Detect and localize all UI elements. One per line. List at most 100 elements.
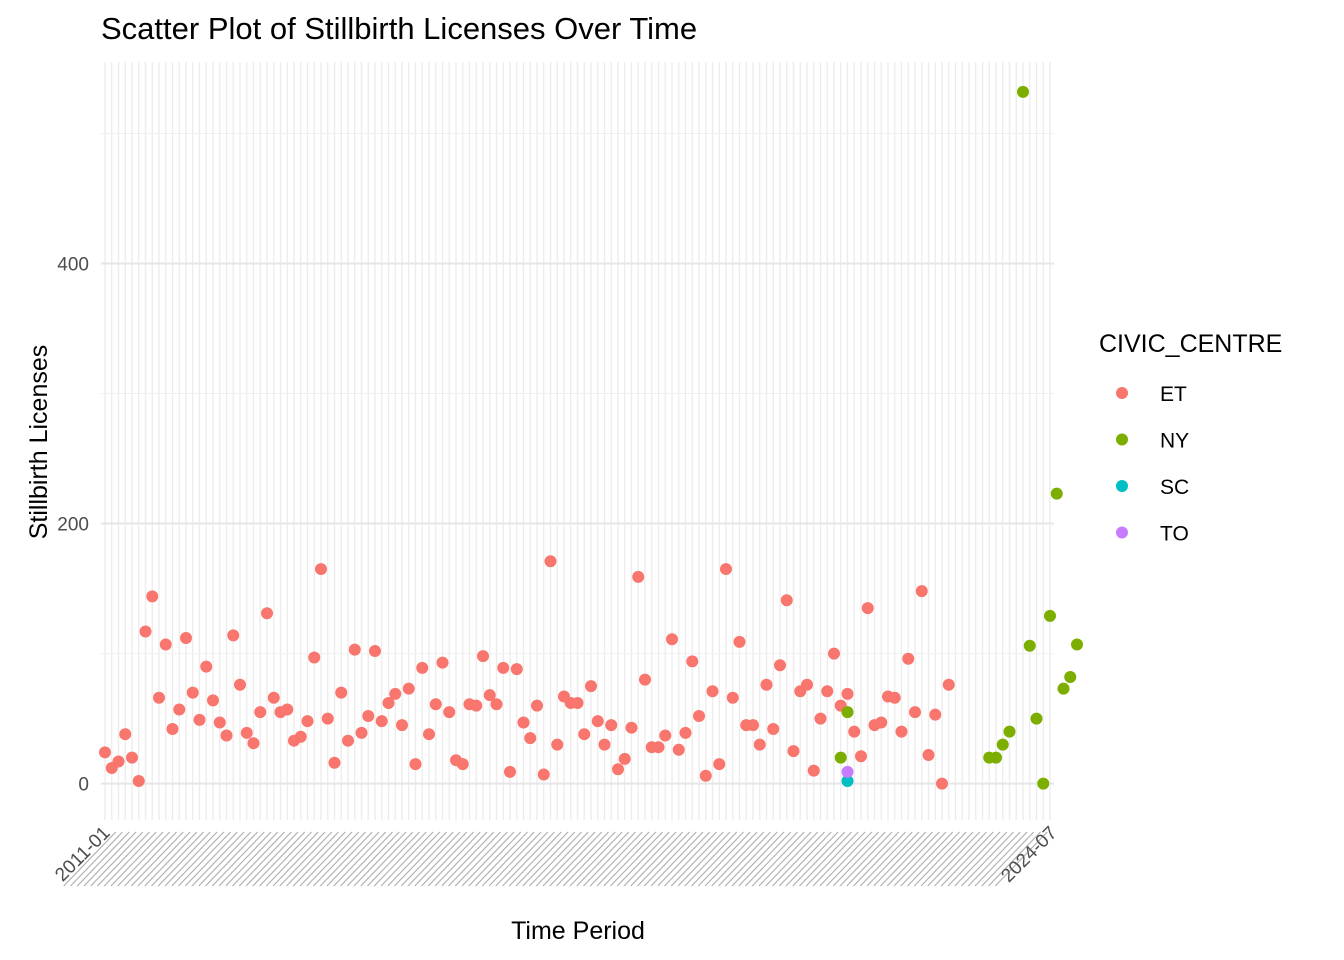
x-tick-label-mark — [981, 831, 1035, 887]
x-tick-label-mark — [630, 831, 684, 887]
data-point — [456, 758, 469, 771]
data-point — [780, 594, 793, 607]
data-point — [375, 715, 388, 728]
x-tick-label-mark — [866, 831, 920, 887]
y-tick-label: 400 — [57, 255, 89, 276]
x-tick-label-mark — [758, 831, 812, 887]
data-point — [429, 698, 442, 711]
x-tick-label-mark — [245, 831, 299, 887]
x-tick-label-mark — [819, 831, 873, 887]
x-tick-label-mark — [799, 831, 852, 887]
x-tick-label-mark — [319, 831, 373, 887]
data-point — [369, 644, 381, 657]
data-point — [132, 774, 145, 787]
data-point — [618, 752, 631, 765]
data-point — [787, 745, 800, 758]
x-tick-label-mark — [832, 831, 886, 887]
x-tick-label-mark — [488, 831, 542, 887]
x-tick-label-mark — [252, 831, 306, 887]
data-point — [308, 651, 321, 664]
data-point — [578, 728, 591, 741]
data-point — [915, 585, 928, 598]
x-tick-label-mark — [508, 831, 562, 887]
data-point — [713, 758, 726, 771]
data-point — [774, 659, 786, 672]
x-tick-label-mark — [603, 831, 657, 887]
data-point — [261, 607, 273, 620]
x-tick-label-mark — [279, 831, 333, 887]
data-point — [240, 726, 253, 739]
data-point — [801, 678, 813, 691]
data-point — [551, 738, 564, 751]
legend-label-et: ET — [1160, 383, 1187, 406]
data-point — [733, 635, 746, 648]
x-tick-label-mark — [353, 831, 407, 887]
data-point — [497, 661, 510, 674]
x-tick-label-mark — [583, 831, 636, 887]
data-point — [909, 706, 921, 719]
data-point — [612, 763, 624, 776]
x-tick-label-mark — [880, 831, 933, 887]
x-tick-label-mark — [448, 831, 501, 887]
x-tick-label-mark — [893, 831, 947, 887]
x-tick-label-mark — [164, 831, 218, 887]
x-tick-label-mark — [373, 831, 427, 887]
x-tick-label-mark — [616, 831, 670, 887]
data-point — [470, 699, 483, 712]
data-point — [166, 722, 179, 735]
x-tick-label-mark — [97, 831, 150, 887]
x-tick-label-mark — [697, 831, 751, 887]
x-tick-label-mark — [414, 831, 468, 887]
x-tick-label-mark — [691, 831, 744, 887]
x-tick-label-mark — [103, 831, 157, 887]
x-tick-label-mark — [76, 831, 130, 887]
x-tick-label-mark — [556, 831, 609, 887]
x-tick-label-mark — [805, 831, 859, 887]
data-point — [207, 694, 219, 707]
x-tick-label-mark — [562, 831, 616, 887]
x-tick-label-mark — [306, 831, 360, 887]
x-tick-label-mark — [434, 831, 488, 887]
x-tick-label-mark — [421, 831, 474, 887]
data-point — [517, 716, 530, 729]
x-tick-label-mark — [495, 831, 549, 887]
x-tick-label-mark — [178, 831, 231, 887]
x-tick-label-mark — [846, 831, 900, 887]
plot-grid — [101, 62, 1054, 820]
x-tick-label-mark — [211, 831, 265, 887]
x-tick-label-mark — [157, 831, 211, 887]
data-point — [1037, 777, 1050, 790]
data-point — [234, 678, 246, 691]
x-tick-label-mark — [346, 831, 400, 887]
legend-key-sc — [1116, 480, 1128, 492]
x-tick-label-mark — [947, 831, 1001, 887]
data-point — [1064, 670, 1077, 683]
x-axis-ticks: 2011-01 2024-07 — [51, 823, 1061, 887]
data-point — [652, 741, 665, 754]
x-tick-label-mark — [191, 831, 245, 887]
x-tick-label-mark — [360, 831, 414, 887]
data-point — [537, 768, 550, 781]
legend-label-sc: SC — [1160, 476, 1189, 499]
data-point — [841, 774, 854, 787]
x-tick-label-mark — [873, 831, 927, 887]
x-tick-label-mark — [90, 831, 144, 887]
x-tick-label-mark — [684, 831, 738, 887]
x-tick-label-mark — [724, 831, 778, 887]
legend-key-et — [1116, 387, 1128, 399]
data-point — [895, 725, 908, 738]
data-point — [254, 706, 267, 719]
data-point — [173, 703, 186, 716]
x-tick-label-mark — [326, 831, 380, 887]
x-tick-label-mark — [110, 831, 164, 887]
data-point — [362, 709, 375, 722]
x-tick-label-mark — [232, 831, 285, 887]
x-tick-label-mark — [184, 831, 238, 887]
series-to — [841, 765, 854, 778]
legend-label-to: TO — [1160, 523, 1189, 546]
data-point — [571, 696, 584, 709]
x-tick-label-mark — [333, 831, 387, 887]
x-tick-label-mark — [529, 831, 582, 887]
data-point — [760, 678, 773, 691]
data-point — [220, 729, 233, 742]
